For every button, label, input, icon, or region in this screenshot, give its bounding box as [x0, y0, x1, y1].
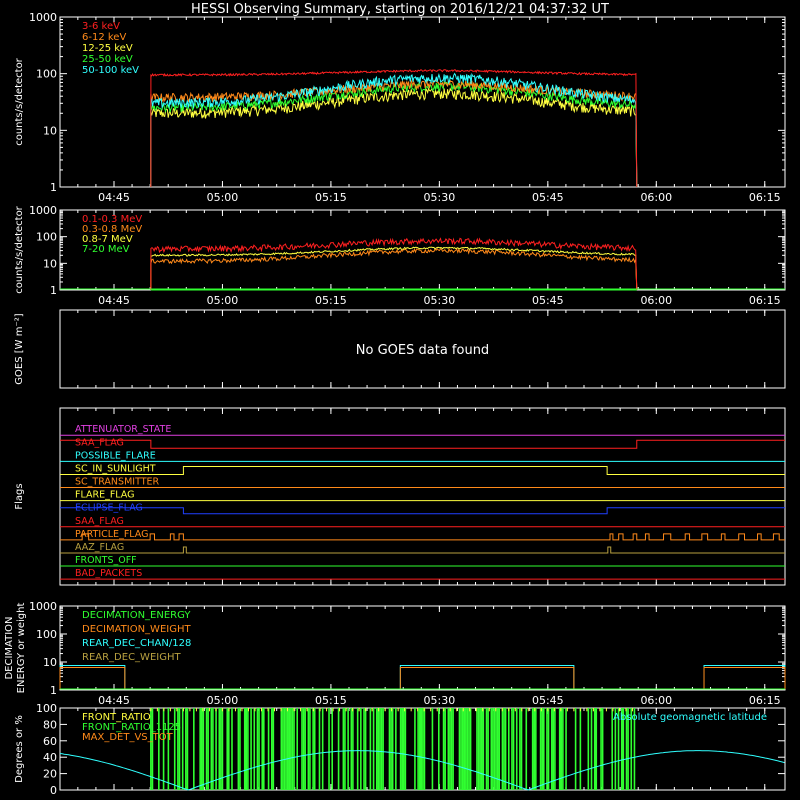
panel-0-time-label: 04:45 [98, 191, 130, 204]
panel-0-frame [59, 16, 786, 188]
panel-3-frame [59, 407, 786, 586]
panel-0-y-tick-label: 10 [43, 124, 57, 137]
panel-1-y-tick-label: 10 [43, 257, 57, 270]
panel-4-time-label: 04:45 [98, 694, 130, 707]
flag-line-3 [60, 465, 785, 475]
panel-1-legend-1: 0.3-0.8 MeV [82, 224, 142, 235]
panel-0-legend-4: 50-100 keV [82, 65, 139, 76]
series-25-50-keV-line [150, 80, 638, 188]
panel-1-time-label: 06:15 [749, 294, 781, 307]
panel-4-legend-1: DECIMATION_WEIGHT [82, 624, 191, 635]
panel-0-legend-2: 12-25 keV [82, 43, 133, 54]
panel-2-frame [59, 309, 786, 389]
panel-4-y-tick-label: 1 [50, 684, 57, 697]
flag-line-8 [60, 533, 785, 541]
flag-label-5: FLARE_FLAG [75, 490, 135, 501]
panel-4-time-label: 05:30 [424, 694, 456, 707]
panel-4-legend-2: REAR_DEC_CHAN/128 [82, 638, 191, 649]
panel-4-legend-3: REAR_DEC_WEIGHT [82, 652, 181, 663]
flag-line-1 [60, 439, 785, 449]
panel-1-y-tick-label: 1 [50, 284, 57, 297]
panel-0-legend-0: 3-6 keV [82, 21, 120, 32]
panel-1-time-label: 06:00 [640, 294, 672, 307]
panel-4-y-label-1: DECIMATION [4, 616, 15, 679]
panel-0-legend-1: 6-12 keV [82, 32, 126, 43]
flag-label-7: SAA_FLAG [75, 516, 124, 527]
panel-0-y-tick-label: 1 [50, 181, 57, 194]
flag-line-6 [60, 507, 785, 515]
flag-line-9 [60, 546, 785, 554]
panel-2-y-label: GOES [W m⁻²] [14, 313, 25, 384]
panel-0-time-label: 05:00 [207, 191, 239, 204]
series-rear-dec-chan-line [59, 664, 786, 690]
panel-5-legend-0: FRONT_RATIO [82, 712, 151, 723]
panel-4-y-tick-label: 10 [43, 656, 57, 669]
panel-0-y-tick-label: 100 [36, 68, 57, 81]
panel-1-time-label: 05:15 [315, 294, 347, 307]
flag-label-4: SC_TRANSMITTER [75, 477, 160, 488]
panel-5-y-tick-label: 0 [50, 784, 57, 797]
panel-4-y-tick-label: 100 [36, 628, 57, 641]
panel-4-frame [59, 605, 786, 691]
panel-4-y-label-2: ENERGY or weight [16, 603, 27, 694]
panel-0-time-label: 05:15 [315, 191, 347, 204]
flag-label-11: BAD_PACKETS [75, 568, 142, 579]
panel-4-time-label: 05:15 [315, 694, 347, 707]
panel-0-time-label: 05:45 [532, 191, 564, 204]
figure-title: HESSI Observing Summary, starting on 201… [191, 2, 609, 17]
panel-5-y-tick-label: 80 [43, 718, 57, 731]
flag-label-8: PARTICLE_FLAG [75, 529, 148, 540]
panel-5-y-tick-label: 100 [36, 702, 57, 715]
panel-0-time-label: 06:15 [749, 191, 781, 204]
series-rear-dec-weight-line [59, 666, 786, 690]
flag-label-10: FRONTS_OFF [75, 555, 137, 566]
geomagnetic-latitude-label: Absolute geomagnetic latitude [613, 712, 767, 723]
panel-1-y-tick-label: 1000 [29, 204, 57, 217]
panel-5-legend-1: FRONT_RATIO_1125 [82, 722, 181, 733]
panel-1-legend-2: 0.8-7 MeV [82, 234, 133, 245]
panel-0-time-label: 05:30 [424, 191, 456, 204]
panel-0-y-tick-label: 1000 [29, 11, 57, 24]
panel-1-y-tick-label: 100 [36, 231, 57, 244]
geomagnetic-latitude-line [59, 750, 785, 791]
panel-3-y-label: Flags [14, 483, 25, 509]
panel-0-time-label: 06:00 [640, 191, 672, 204]
panel-4-time-label: 05:45 [532, 694, 564, 707]
panel-5-y-label: Degrees or % [14, 715, 25, 783]
flag-label-2: POSSIBLE_FLARE [75, 450, 156, 461]
panel-4-time-label: 06:15 [749, 694, 781, 707]
series-12-25-keV-line [150, 87, 638, 188]
panel-4-time-label: 05:00 [207, 694, 239, 707]
panel-0-y-label: counts/s/detector [14, 57, 25, 145]
panel-1-y-label: counts/s/detector [14, 205, 25, 293]
panel-4-time-label: 06:00 [640, 694, 672, 707]
panel-4-y-tick-label: 1000 [29, 600, 57, 613]
panel-4-legend-0: DECIMATION_ENERGY [82, 610, 191, 621]
panel-1-legend-0: 0.1-0.3 MeV [82, 214, 142, 225]
series-0.1-0.3-MeV-line [150, 237, 638, 291]
series-50-100-keV-line [150, 72, 638, 188]
panel-1-frame [59, 209, 786, 291]
panel-5-y-tick-label: 20 [43, 768, 57, 781]
panel-1-time-label: 04:45 [98, 294, 130, 307]
flag-label-0: ATTENUATOR_STATE [75, 424, 171, 435]
panel-1-legend-3: 7-20 MeV [82, 244, 130, 255]
panel-1-time-label: 05:00 [207, 294, 239, 307]
series-0.8-7-MeV-line [150, 246, 638, 291]
panel-5-y-tick-label: 60 [43, 735, 57, 748]
flag-label-3: SC_IN_SUNLIGHT [75, 463, 156, 474]
series-3-6-keV-line [150, 69, 638, 188]
panel-1-time-label: 05:30 [424, 294, 456, 307]
panel-5-y-tick-label: 40 [43, 751, 57, 764]
no-goes-data-message: No GOES data found [356, 343, 489, 358]
series-0.3-0.8-MeV-line [150, 247, 638, 291]
panel-1-time-label: 05:45 [532, 294, 564, 307]
flag-label-9: AAZ_FLAG [75, 542, 124, 553]
flag-label-1: SAA_FLAG [75, 437, 124, 448]
panel-0-legend-3: 25-50 keV [82, 54, 133, 65]
panel-5-legend-2: MAX_DET_VS_TOT [82, 732, 174, 743]
